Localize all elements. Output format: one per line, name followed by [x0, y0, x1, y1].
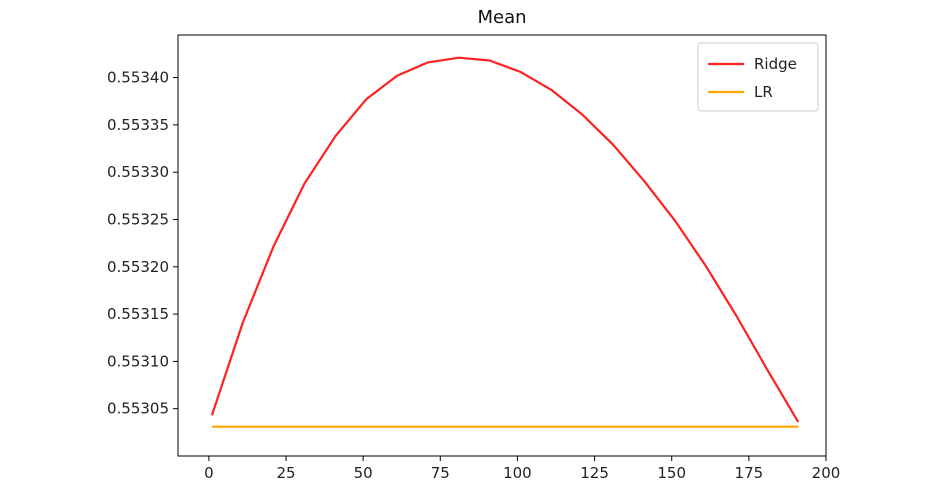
x-tick-label: 150	[657, 464, 686, 482]
x-tick-label: 0	[204, 464, 214, 482]
y-tick-label: 0.55325	[107, 210, 169, 228]
legend-box	[697, 42, 819, 112]
x-tick-label: 175	[735, 464, 764, 482]
x-tick-label: 125	[580, 464, 609, 482]
series-line-ridge	[210, 56, 800, 423]
x-tick-label: 75	[431, 464, 450, 482]
x-tick-label: 100	[503, 464, 532, 482]
plot-frame	[177, 34, 827, 457]
legend-label-ridge: Ridge	[754, 55, 797, 73]
x-tick-label: 25	[276, 464, 295, 482]
y-tick-label: 0.55315	[107, 305, 169, 323]
chart-title: Mean	[477, 7, 526, 28]
legend-label-lr: LR	[754, 83, 773, 101]
y-tick-label: 0.55305	[107, 400, 169, 418]
x-tick-label: 200	[812, 464, 841, 482]
y-tick-label: 0.55330	[107, 163, 169, 181]
y-tick-label: 0.55320	[107, 258, 169, 276]
y-tick-label: 0.55340	[107, 69, 169, 87]
y-tick-label: 0.55335	[107, 116, 169, 134]
x-tick-label: 50	[354, 464, 373, 482]
y-tick-label: 0.55310	[107, 352, 169, 370]
